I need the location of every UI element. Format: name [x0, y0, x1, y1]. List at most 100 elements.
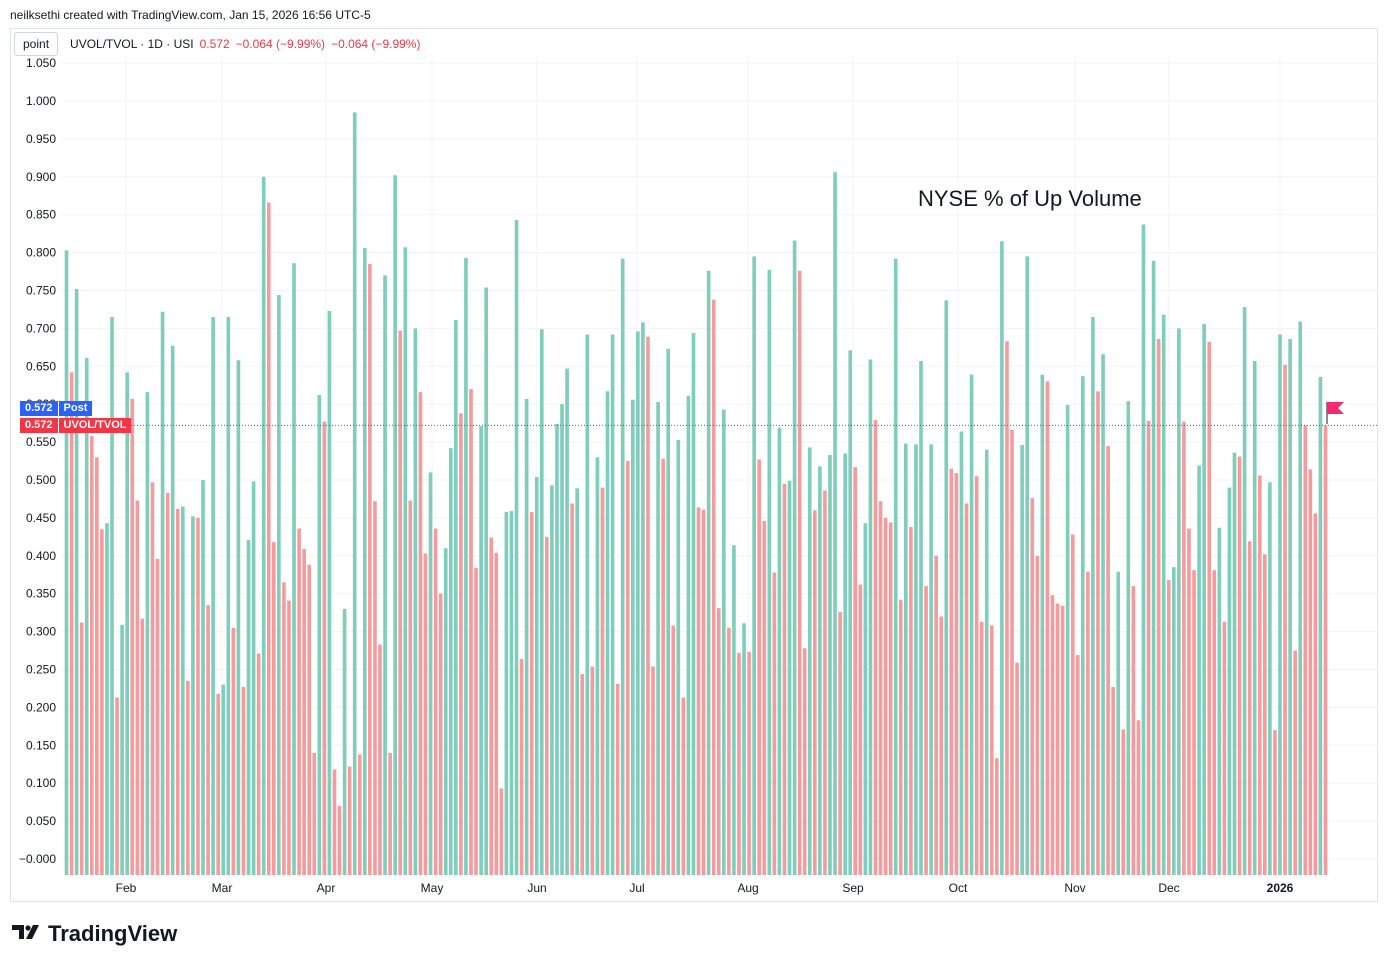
bar [772, 572, 777, 875]
bar [1030, 498, 1035, 875]
bar [504, 511, 509, 875]
post-badge-value: 0.572 [20, 401, 58, 416]
bar [843, 453, 847, 875]
bar [914, 444, 918, 875]
bar [959, 431, 964, 875]
bar [706, 270, 711, 875]
bar [322, 421, 327, 875]
bar [509, 511, 514, 875]
bar [615, 683, 620, 875]
bar [524, 398, 529, 875]
bar [934, 555, 938, 875]
bar [691, 332, 696, 875]
bar [327, 310, 332, 876]
bar [1020, 445, 1024, 875]
bar [1096, 391, 1100, 875]
bar [782, 483, 787, 875]
bar [630, 399, 635, 875]
bar [1293, 650, 1297, 875]
y-tick-label: 0.150 [26, 738, 56, 752]
bar [1247, 541, 1252, 875]
bar [797, 270, 802, 875]
bar [807, 447, 812, 875]
bar [464, 257, 468, 875]
last-value: 0.572 [199, 37, 230, 51]
bar [74, 288, 79, 876]
bar [428, 472, 433, 875]
bar [878, 501, 883, 875]
bar [757, 459, 762, 875]
x-tick-label: 2026 [1267, 881, 1294, 895]
bar [519, 658, 524, 875]
flag-icon [1327, 402, 1344, 414]
bar [610, 334, 615, 876]
bar [1075, 655, 1080, 875]
bar [1161, 314, 1166, 875]
bar [904, 443, 908, 875]
bar [398, 330, 403, 875]
bar [251, 481, 256, 875]
bar [443, 548, 448, 875]
bar [681, 697, 686, 875]
bar [393, 175, 397, 875]
bar [433, 528, 438, 875]
bar [893, 258, 898, 875]
bar [565, 368, 569, 875]
point-button[interactable]: point [14, 32, 59, 56]
bar [984, 449, 989, 875]
x-axis: Feb Mar Apr May Jun Jul Aug Sep Oct Nov Dec 2026 [116, 881, 1294, 895]
bar [1212, 570, 1217, 875]
x-tick-label: Jul [629, 881, 644, 895]
bar [1303, 425, 1308, 875]
bar [969, 374, 974, 875]
bar [297, 528, 301, 875]
y-tick-label: 0.250 [26, 663, 56, 677]
bar [347, 766, 352, 875]
bar [1227, 487, 1232, 875]
bar [514, 220, 519, 875]
bar [529, 511, 534, 875]
bar [555, 423, 559, 875]
bar [1242, 307, 1247, 875]
bar [337, 805, 342, 875]
y-tick-label: 0.950 [26, 132, 56, 146]
bar [191, 516, 195, 875]
y-tick-label: 0.750 [26, 284, 56, 298]
y-tick-label: 0.900 [26, 170, 56, 184]
bar [747, 652, 751, 875]
bar [539, 329, 544, 875]
bar [1217, 527, 1222, 875]
bar [929, 444, 933, 875]
chart-credit: neilksethi created with TradingView.com,… [10, 8, 371, 22]
bar [1055, 603, 1060, 875]
bar [357, 754, 362, 875]
bar [711, 299, 716, 876]
tradingview-logo-icon [12, 922, 42, 947]
bar [656, 401, 660, 875]
y-tick-label: 1.050 [26, 56, 56, 70]
x-tick-label: Nov [1064, 881, 1085, 895]
bar [1182, 421, 1186, 875]
bar [1308, 469, 1313, 875]
bar [1207, 342, 1212, 875]
bar [939, 616, 944, 875]
bar [145, 392, 150, 875]
bar [1171, 567, 1176, 875]
bar [479, 426, 483, 875]
y-tick-label: 0.050 [26, 814, 56, 828]
bar [883, 517, 888, 875]
bar [762, 520, 767, 875]
x-tick-label: Dec [1158, 881, 1179, 895]
bar [317, 395, 322, 875]
bar [716, 608, 721, 875]
bar [1278, 334, 1282, 876]
bar [813, 510, 817, 875]
bar [560, 404, 564, 875]
y-tick-label: 1.000 [26, 94, 56, 108]
bar [423, 553, 428, 875]
bar [469, 389, 473, 875]
bar [64, 250, 69, 875]
bar [792, 240, 797, 876]
x-tick-label: Feb [116, 881, 137, 895]
